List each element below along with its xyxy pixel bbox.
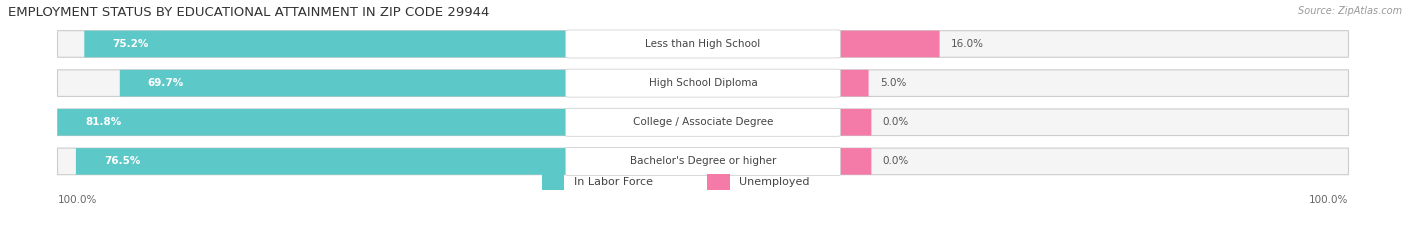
FancyBboxPatch shape: [565, 108, 841, 136]
Text: 0.0%: 0.0%: [883, 156, 908, 166]
FancyBboxPatch shape: [541, 174, 564, 190]
FancyBboxPatch shape: [58, 109, 569, 136]
Text: 0.0%: 0.0%: [883, 117, 908, 127]
FancyBboxPatch shape: [707, 174, 730, 190]
FancyBboxPatch shape: [58, 109, 1348, 136]
FancyBboxPatch shape: [837, 70, 869, 96]
Text: Less than High School: Less than High School: [645, 39, 761, 49]
Text: 100.0%: 100.0%: [1309, 195, 1348, 205]
FancyBboxPatch shape: [58, 31, 1348, 57]
FancyBboxPatch shape: [837, 31, 939, 57]
FancyBboxPatch shape: [58, 70, 1348, 96]
FancyBboxPatch shape: [837, 109, 872, 136]
Text: 75.2%: 75.2%: [112, 39, 149, 49]
Text: 69.7%: 69.7%: [148, 78, 184, 88]
FancyBboxPatch shape: [565, 30, 841, 58]
Text: 100.0%: 100.0%: [58, 195, 97, 205]
Text: Source: ZipAtlas.com: Source: ZipAtlas.com: [1298, 6, 1402, 16]
Text: 76.5%: 76.5%: [104, 156, 141, 166]
Text: College / Associate Degree: College / Associate Degree: [633, 117, 773, 127]
Text: Unemployed: Unemployed: [740, 177, 810, 187]
Text: High School Diploma: High School Diploma: [648, 78, 758, 88]
Text: EMPLOYMENT STATUS BY EDUCATIONAL ATTAINMENT IN ZIP CODE 29944: EMPLOYMENT STATUS BY EDUCATIONAL ATTAINM…: [8, 6, 489, 19]
FancyBboxPatch shape: [58, 148, 1348, 175]
Text: 5.0%: 5.0%: [880, 78, 907, 88]
Text: In Labor Force: In Labor Force: [574, 177, 652, 187]
FancyBboxPatch shape: [565, 147, 841, 175]
Text: Bachelor's Degree or higher: Bachelor's Degree or higher: [630, 156, 776, 166]
Text: 16.0%: 16.0%: [950, 39, 984, 49]
FancyBboxPatch shape: [120, 70, 569, 96]
Text: 81.8%: 81.8%: [86, 117, 122, 127]
FancyBboxPatch shape: [76, 148, 569, 175]
FancyBboxPatch shape: [565, 69, 841, 97]
FancyBboxPatch shape: [837, 148, 872, 175]
FancyBboxPatch shape: [84, 31, 569, 57]
